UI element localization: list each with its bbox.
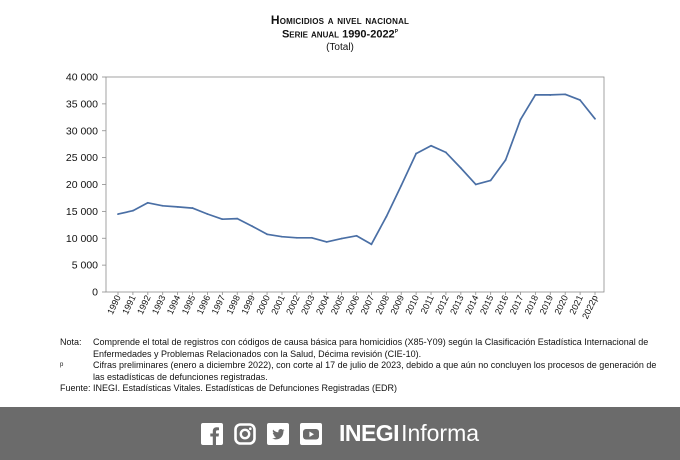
note-key-text: Fuente: <box>60 383 91 393</box>
x-tick-label: 2010 <box>403 294 421 316</box>
note-key: p <box>60 360 93 383</box>
brand-light-text: Informa <box>401 420 480 446</box>
note-text: Cifras preliminares (enero a diciembre 2… <box>93 360 657 382</box>
notes-block: Nota: Comprende el total de registros co… <box>60 337 660 395</box>
twitter-icon[interactable] <box>266 422 289 445</box>
chart-series-label: (Total) <box>326 41 354 53</box>
data-point <box>295 236 298 239</box>
chart-title-block: Homicidios a nivel nacional Serie anual … <box>0 13 680 53</box>
data-point <box>161 204 164 207</box>
data-point <box>176 205 179 208</box>
data-point <box>474 183 477 186</box>
data-point <box>415 152 418 155</box>
data-point <box>266 233 268 236</box>
y-tick-label: 30 000 <box>66 125 98 137</box>
data-point <box>549 94 552 96</box>
data-point <box>236 217 239 220</box>
note-key-text: Nota: <box>60 337 82 347</box>
data-point <box>400 184 403 187</box>
data-point <box>430 144 432 147</box>
data-point <box>221 218 224 221</box>
data-point <box>146 201 149 204</box>
footer-bar: INEGI Informa <box>0 407 680 460</box>
y-axis: 0 5 000 10 000 15 000 20 000 25 000 30 000 35 0… <box>66 72 106 299</box>
note-row: p Cifras preliminares (enero a diciembre… <box>60 360 660 383</box>
instagram-icon[interactable] <box>234 422 256 445</box>
data-point <box>340 237 343 240</box>
data-point <box>281 235 283 238</box>
data-point <box>579 99 581 102</box>
x-axis: 1990199119921993199419951996199719981999… <box>105 292 600 321</box>
chart-subtitle: Serie anual 1990-2022p <box>0 28 680 41</box>
inegi-informa-logo[interactable]: INEGI Informa <box>339 420 479 447</box>
note-key: Nota: <box>60 337 93 360</box>
y-tick-label: 35 000 <box>66 98 98 110</box>
brand-bold-text: INEGI <box>338 420 400 446</box>
data-point <box>325 240 328 243</box>
data-point <box>385 215 388 218</box>
series-line-group <box>117 93 596 246</box>
data-point <box>355 234 358 237</box>
y-tick-label: 25 000 <box>66 152 98 164</box>
y-tick-label: 15 000 <box>66 206 98 218</box>
note-row: Fuente: INEGI. Estadísticas Vitales. Est… <box>60 383 660 395</box>
data-point <box>564 93 567 96</box>
data-point <box>117 213 119 216</box>
data-point <box>445 151 447 154</box>
data-point <box>206 213 209 215</box>
y-tick-label: 20 000 <box>66 179 98 191</box>
data-point <box>519 118 522 121</box>
series-line <box>117 93 596 246</box>
data-point <box>504 159 507 161</box>
data-point <box>594 117 596 120</box>
note-key: Fuente: <box>60 383 93 395</box>
note-key-sup: p <box>60 362 64 368</box>
y-tick-label: 5 000 <box>72 260 98 272</box>
chart-title: Homicidios a nivel nacional <box>270 13 410 27</box>
data-point <box>489 179 492 182</box>
data-point <box>370 243 373 246</box>
note-text: Comprende el total de registros con códi… <box>93 337 649 359</box>
chart-subtitle-sup: p <box>394 28 399 35</box>
note-text: INEGI. Estadísticas Vitales. Estadística… <box>93 383 397 393</box>
youtube-icon[interactable] <box>299 422 322 445</box>
data-point <box>310 236 313 239</box>
data-point <box>534 93 537 96</box>
plot-area-frame <box>105 76 605 293</box>
data-point <box>251 225 254 228</box>
y-tick-label: 10 000 <box>66 233 98 245</box>
data-point <box>191 207 194 209</box>
data-point <box>459 167 462 169</box>
line-chart: 0 5 000 10 000 15 000 20 000 25 000 30 000 35 0… <box>66 72 605 321</box>
facebook-icon[interactable] <box>200 422 223 445</box>
note-row: Nota: Comprende el total de registros co… <box>60 337 660 360</box>
chart-subtitle-text: Serie anual 1990-2022 <box>281 28 395 41</box>
y-tick-label: 0 <box>92 287 98 299</box>
data-point <box>132 209 134 212</box>
y-tick-label: 40 000 <box>66 72 98 84</box>
